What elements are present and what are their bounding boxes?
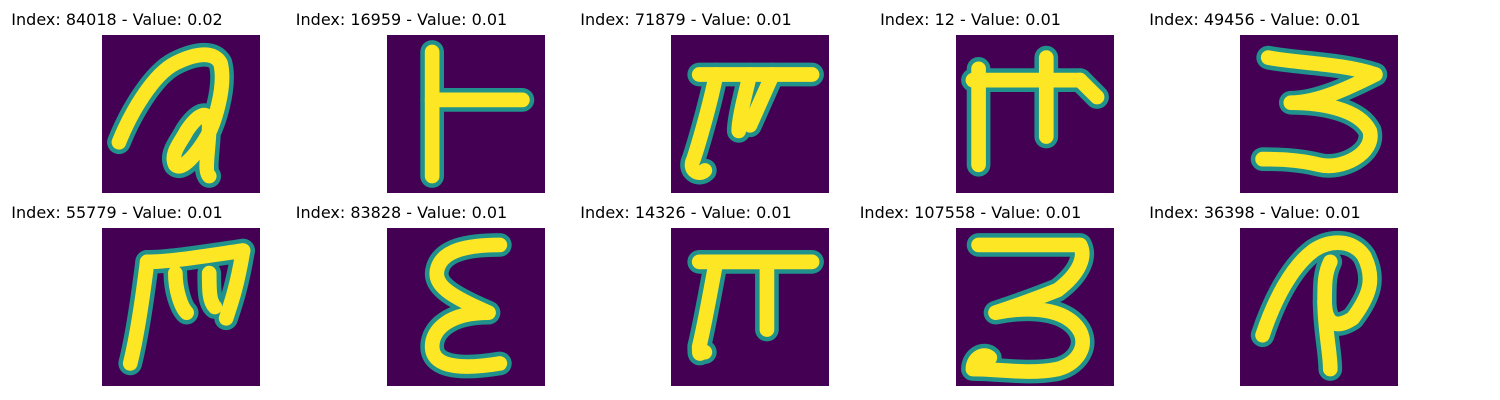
glyph-stroke: [1255, 50, 1383, 174]
panel-title: Index: 107558 - Value: 0.01: [859, 203, 1082, 222]
glyph-stroke: [1317, 294, 1338, 377]
image-panel: Index: 83828 - Value: 0.01: [296, 203, 608, 386]
digit-image: [386, 228, 545, 386]
image-panel: Index: 49456 - Value: 0.01: [1149, 10, 1461, 193]
panel-title: Index: 14326 - Value: 0.01: [580, 203, 792, 222]
image-panel: Index: 84018 - Value: 0.02: [11, 10, 323, 193]
digit-image: [1240, 35, 1398, 193]
image-panel: Index: 107558 - Value: 0.01: [860, 203, 1177, 386]
panel-title: Index: 12 - Value: 0.01: [880, 10, 1061, 29]
glyph-stroke: [122, 254, 155, 371]
glyph-strokes: [960, 45, 1109, 177]
image-panel: Index: 12 - Value: 0.01: [880, 10, 1177, 193]
glyph-strokes: [1250, 230, 1382, 381]
image-panel: Index: 16959 - Value: 0.01: [296, 10, 608, 193]
glyph-stroke: [684, 67, 724, 180]
glyph-stroke: [742, 67, 780, 133]
image-panel: Index: 55779 - Value: 0.01: [11, 203, 323, 386]
image-panel: Index: 71879 - Value: 0.01: [580, 10, 892, 193]
glyph-strokes: [680, 62, 824, 185]
panel-title: Index: 83828 - Value: 0.01: [295, 203, 508, 222]
glyph-strokes: [107, 42, 234, 188]
glyph-stroke: [424, 237, 507, 374]
panel-title: Index: 55779 - Value: 0.01: [11, 203, 223, 222]
glyph-stroke: [111, 47, 230, 184]
digit-image: [1240, 228, 1398, 386]
glyph-strokes: [687, 250, 824, 366]
glyph-stroke: [691, 254, 724, 361]
digit-image: [955, 228, 1114, 386]
glyph-stroke: [731, 67, 758, 139]
digit-image: [102, 35, 260, 193]
digit-image: [386, 35, 545, 193]
panel-title: Index: 49456 - Value: 0.01: [1149, 10, 1361, 29]
panel-title: Index: 16959 - Value: 0.01: [295, 10, 508, 29]
image-panel: Index: 36398 - Value: 0.01: [1149, 203, 1461, 386]
digit-image: [671, 35, 829, 193]
glyph-stroke: [1072, 72, 1104, 105]
glyph-strokes: [419, 40, 534, 188]
glyph-strokes: [1250, 45, 1388, 178]
glyph-stroke: [168, 265, 194, 320]
glyph-stroke: [139, 243, 251, 270]
digit-image: [102, 228, 260, 386]
glyph-stroke: [965, 237, 1090, 379]
glyph-stroke: [218, 243, 251, 326]
glyph-stroke: [201, 265, 223, 315]
glyph-strokes: [419, 233, 512, 379]
glyph-strokes: [960, 233, 1094, 384]
image-panel: Index: 14326 - Value: 0.01: [580, 203, 892, 386]
panel-title: Index: 71879 - Value: 0.01: [580, 10, 792, 29]
panel-title: Index: 36398 - Value: 0.01: [1149, 203, 1361, 222]
glyph-strokes: [118, 238, 255, 376]
digit-image: [955, 35, 1114, 193]
digit-image: [671, 228, 829, 386]
panel-title: Index: 84018 - Value: 0.02: [11, 10, 223, 29]
